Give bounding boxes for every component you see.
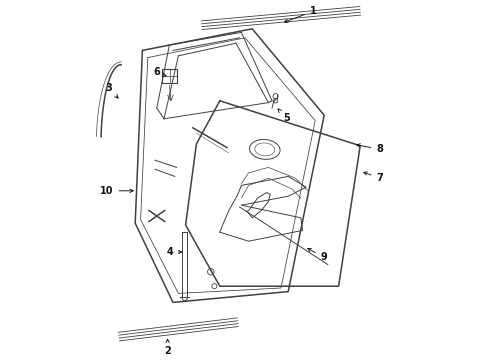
Text: 6: 6: [154, 67, 166, 77]
Text: 10: 10: [100, 186, 133, 196]
Text: 4: 4: [166, 247, 182, 257]
Text: 8: 8: [357, 144, 383, 154]
Text: 2: 2: [164, 339, 171, 356]
Text: 7: 7: [364, 172, 383, 183]
Text: 3: 3: [105, 83, 118, 98]
Text: 1: 1: [285, 6, 317, 22]
Bar: [162, 69, 177, 83]
Text: 9: 9: [308, 248, 327, 262]
Text: 5: 5: [278, 109, 290, 123]
